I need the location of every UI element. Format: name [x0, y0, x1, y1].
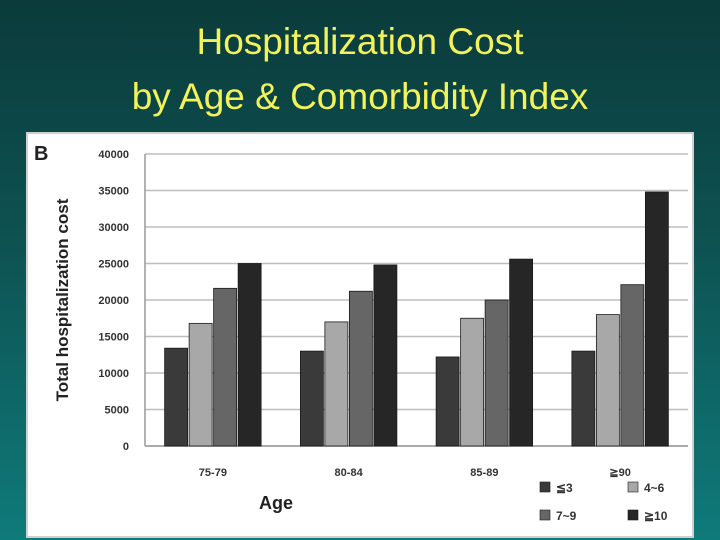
bar-1-2 [188, 322, 213, 447]
bar-3-1 [435, 356, 460, 447]
y-tick-label: 10000 [98, 368, 129, 380]
x-tick-label: 75-79 [199, 467, 227, 479]
y-tick-label: 30000 [98, 222, 129, 234]
bar-4-2 [595, 314, 620, 447]
bar-2-3 [348, 290, 373, 447]
y-tick-label: 5000 [105, 405, 129, 417]
legend-label: ≧10 [644, 509, 668, 523]
bar-1-3 [213, 287, 238, 447]
bar-3-4 [509, 258, 534, 447]
bar-2-2 [324, 321, 349, 447]
bar-2-1 [299, 350, 324, 447]
legend-swatch [539, 481, 551, 493]
bar-2-4 [373, 264, 398, 447]
x-tick-label: 80-84 [335, 467, 364, 479]
legend-swatch [539, 509, 551, 521]
bar-4-4 [644, 191, 669, 447]
legend-label: ≦3 [556, 481, 573, 495]
bar-3-3 [484, 299, 509, 447]
legend-label: 4~6 [644, 481, 665, 495]
y-tick-label: 25000 [98, 259, 129, 271]
bar-chart: B 0 5000 10000 15000 20000 25000 30000 35000 4000… [34, 143, 688, 523]
bar-1-1 [164, 347, 189, 447]
bar-1-4 [237, 263, 262, 447]
bar-3-2 [460, 317, 485, 447]
slide-title: Hospitalization Cost by Age & Comorbidit… [0, 14, 720, 124]
bar-4-1 [571, 350, 596, 447]
legend-label: 7~9 [556, 509, 577, 523]
y-tick-label: 20000 [98, 295, 129, 307]
bar-4-3 [620, 284, 645, 447]
legend-swatch [627, 481, 639, 493]
slide-title-line-1: Hospitalization Cost [196, 21, 524, 62]
y-tick-label: 35000 [98, 186, 129, 198]
y-tick-label: 40000 [98, 149, 129, 161]
x-tick-label: ≧90 [609, 467, 630, 479]
y-tick-label: 15000 [98, 332, 129, 344]
y-tick-label: 0 [123, 441, 129, 453]
panel-label: B [34, 143, 48, 165]
legend-swatch [627, 509, 639, 521]
chart-panel: B 0 5000 10000 15000 20000 25000 30000 35000 4000… [26, 132, 694, 538]
slide-title-line-2: by Age & Comorbidity Index [131, 76, 589, 117]
x-tick-label: 85-89 [470, 467, 498, 479]
y-axis-title: Total hospitalization cost [53, 198, 72, 401]
x-axis-title: Age [259, 493, 293, 513]
